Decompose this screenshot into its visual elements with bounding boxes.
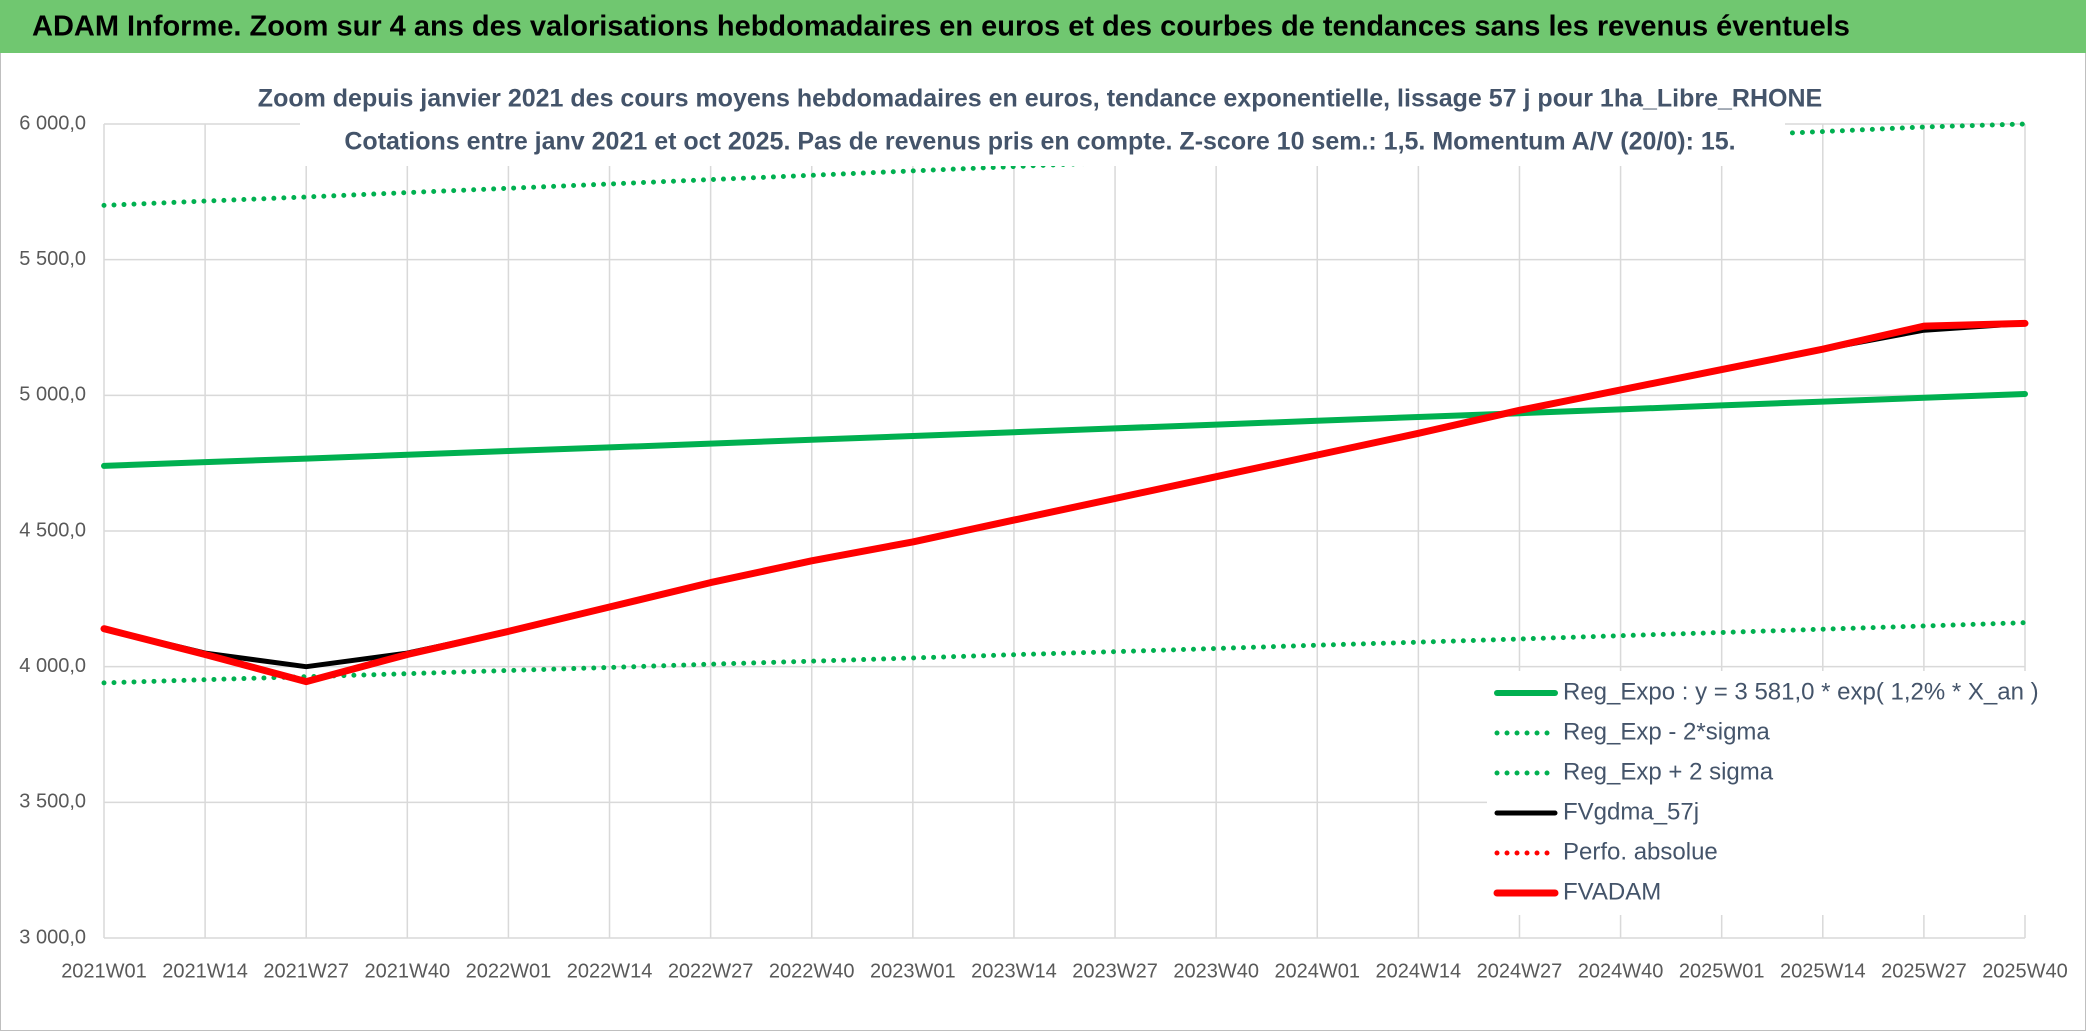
legend-label: Reg_Expo : y = 3 581,0 * exp( 1,2% * X_a…: [1563, 678, 2039, 705]
x-tick-label: 2022W01: [466, 960, 552, 982]
header-bar: [0, 0, 2086, 53]
plot-lines: [100, 121, 2029, 686]
y-tick-label: 4 500,0: [19, 519, 86, 541]
x-tick-label: 2024W01: [1274, 960, 1360, 982]
legend-label: Reg_Exp - 2*sigma: [1563, 718, 1770, 745]
y-tick-label: 5 000,0: [19, 384, 86, 406]
x-tick-label: 2025W27: [1881, 960, 1967, 982]
x-tick-label: 2023W40: [1173, 960, 1259, 982]
x-tick-label: 2021W01: [61, 960, 147, 982]
x-tick-label: 2022W27: [668, 960, 754, 982]
x-tick-label: 2024W14: [1376, 960, 1462, 982]
x-tick-label: 2023W27: [1072, 960, 1158, 982]
x-tick-label: 2023W01: [870, 960, 956, 982]
legend-box: [1487, 671, 2047, 915]
x-tick-label: 2023W14: [971, 960, 1057, 982]
x-tick-label: 2025W14: [1780, 960, 1866, 982]
y-tick-label: 6 000,0: [19, 112, 86, 134]
series-line: [101, 620, 2028, 686]
chart-subtitle: Zoom depuis janvier 2021 des cours moyen…: [258, 85, 1822, 113]
x-tick-label: 2025W40: [1982, 960, 2068, 982]
legend-label: FVADAM: [1563, 878, 1661, 905]
legend-label: Perfo. absolue: [1563, 838, 1718, 865]
x-tick-label: 2024W27: [1477, 960, 1563, 982]
subtitle-box: [300, 76, 1785, 166]
y-tick-label: 3 000,0: [19, 926, 86, 948]
x-tick-label: 2022W14: [567, 960, 653, 982]
x-tick-label: 2021W27: [263, 960, 349, 982]
y-tick-label: 5 500,0: [19, 248, 86, 270]
chart-subtitle: Cotations entre janv 2021 et oct 2025. P…: [344, 128, 1735, 156]
x-tick-label: 2021W14: [162, 960, 248, 982]
x-tick-label: 2024W40: [1578, 960, 1664, 982]
x-tick-label: 2021W40: [365, 960, 451, 982]
legend-label: Reg_Exp + 2 sigma: [1563, 758, 1774, 785]
legend: Reg_Expo : y = 3 581,0 * exp( 1,2% * X_a…: [1487, 671, 2047, 915]
series-line: [100, 319, 2029, 686]
legend-label: FVgdma_57j: [1563, 798, 1699, 825]
y-tick-label: 3 500,0: [19, 791, 86, 813]
chart-title: ADAM Informe. Zoom sur 4 ans des valoris…: [32, 11, 1850, 43]
x-tick-label: 2025W01: [1679, 960, 1765, 982]
series-line: [101, 391, 2028, 469]
y-tick-label: 4 000,0: [19, 655, 86, 677]
x-tick-label: 2022W40: [769, 960, 855, 982]
